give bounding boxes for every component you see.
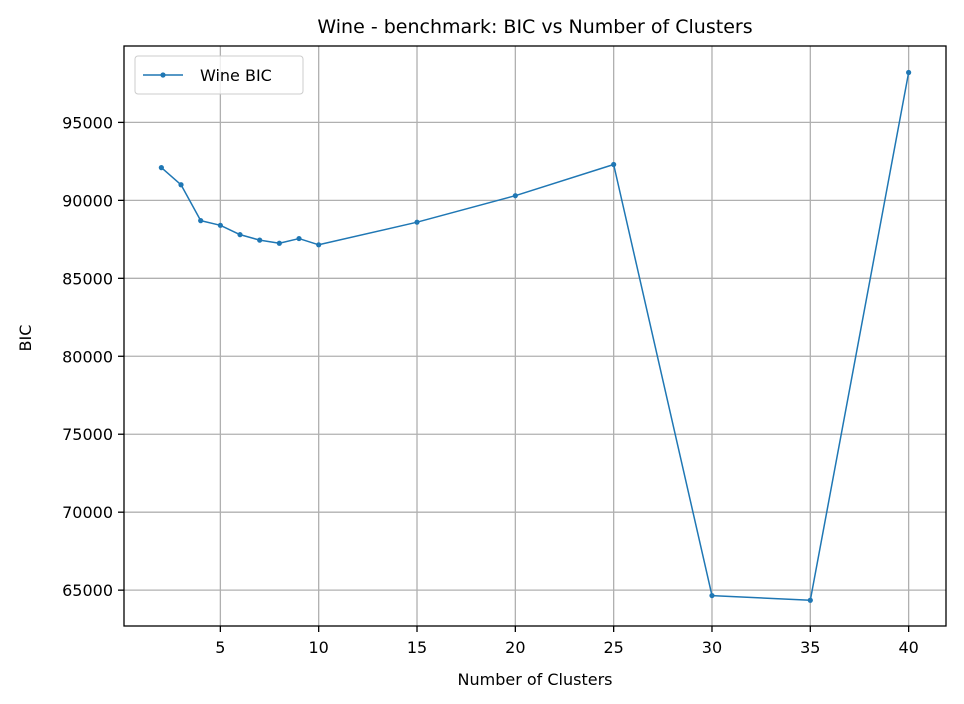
legend-marker-swatch xyxy=(160,72,166,78)
x-tick-label: 10 xyxy=(309,638,329,657)
x-tick-label: 25 xyxy=(603,638,623,657)
x-tick-label: 20 xyxy=(505,638,525,657)
data-point xyxy=(237,232,243,238)
legend-box xyxy=(134,55,304,95)
data-point xyxy=(158,165,164,171)
y-tick-label: 95000 xyxy=(62,113,113,132)
data-point xyxy=(807,597,813,603)
x-tick-label: 35 xyxy=(800,638,820,657)
chart-title: Wine - benchmark: BIC vs Number of Clust… xyxy=(317,16,752,38)
y-tick-label: 65000 xyxy=(62,581,113,600)
legend: Wine BIC xyxy=(134,55,304,95)
series-layer xyxy=(158,69,912,603)
data-point xyxy=(296,235,302,242)
series-line-0 xyxy=(160,72,910,602)
x-axis-label: Number of Clusters xyxy=(458,670,613,689)
data-point xyxy=(316,242,322,248)
y-tick-label: 85000 xyxy=(62,269,113,288)
y-tick-label: 75000 xyxy=(62,425,113,444)
data-point xyxy=(512,193,518,199)
y-tick-label: 70000 xyxy=(62,503,113,522)
data-point xyxy=(276,240,282,246)
y-tick-label: 80000 xyxy=(62,347,113,366)
data-point xyxy=(414,219,420,225)
y-tick-label: 90000 xyxy=(62,191,113,210)
data-point xyxy=(217,222,223,228)
y-axis-label: BIC xyxy=(16,325,35,352)
x-tick-label: 5 xyxy=(215,638,225,657)
data-point xyxy=(611,161,617,168)
data-point xyxy=(257,237,263,243)
x-tick-label: 30 xyxy=(702,638,722,657)
data-point xyxy=(709,592,715,599)
x-axis-ticks: 5 10 15 20 25 30 35 40 xyxy=(215,626,919,657)
legend-label-wine-bic: Wine BIC xyxy=(200,66,272,85)
data-point xyxy=(178,182,184,188)
y-axis-ticks: 65000 70000 75000 80000 85000 90000 95000 xyxy=(62,113,124,600)
plot-area-frame xyxy=(123,45,947,627)
data-point xyxy=(198,218,204,224)
grid xyxy=(124,46,946,626)
x-tick-label: 15 xyxy=(407,638,427,657)
data-point xyxy=(906,69,912,76)
x-tick-label: 40 xyxy=(898,638,918,657)
